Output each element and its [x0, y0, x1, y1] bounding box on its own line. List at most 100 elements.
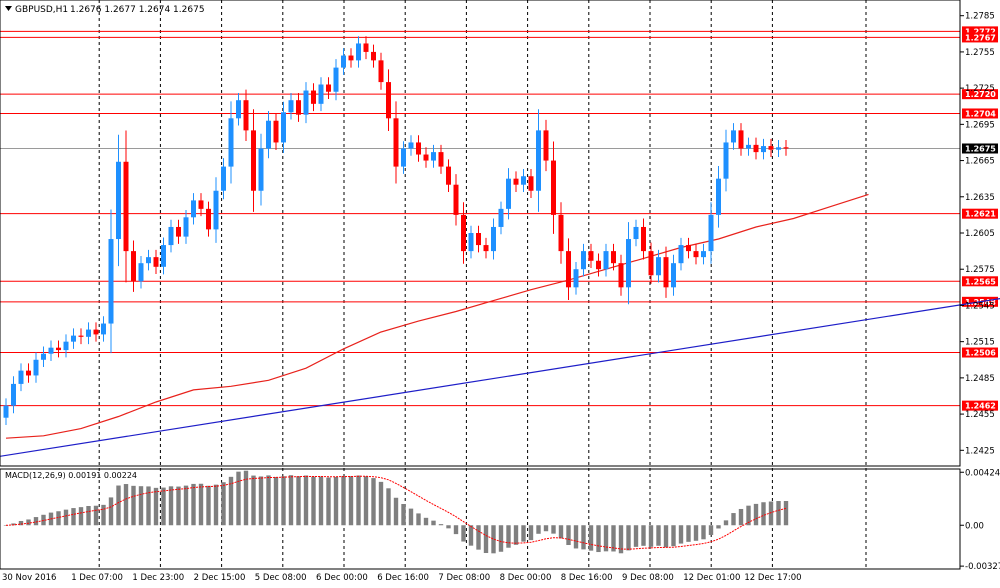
candle-body	[446, 166, 451, 185]
time-axis-label: 8 Dec 00:00	[500, 573, 552, 583]
candle-body	[296, 100, 301, 115]
macd-histogram-bar	[3, 525, 9, 526]
macd-histogram-bar	[633, 525, 639, 547]
price-axis-label: 1.2635	[965, 193, 995, 203]
macd-histogram-bar	[738, 508, 744, 526]
macd-histogram-bar	[491, 525, 496, 554]
candle-body	[648, 251, 654, 276]
candle-body	[18, 370, 24, 384]
candle-body	[288, 100, 294, 113]
candle-body	[438, 152, 444, 167]
macd-histogram-bar	[626, 525, 631, 551]
macd-histogram-bar	[768, 501, 774, 526]
chart-menu-triangle-icon[interactable]	[5, 6, 12, 11]
candle-body	[101, 323, 106, 335]
candle-body	[663, 257, 669, 288]
macd-histogram-bar	[588, 525, 594, 551]
macd-histogram-bar	[776, 501, 781, 526]
moving-average-line[interactable]	[5, 193, 869, 439]
candle-body	[678, 245, 684, 264]
macd-histogram-bar	[281, 476, 286, 526]
macd-axis-label: -0.00327	[965, 562, 1000, 572]
candle-body	[693, 251, 699, 258]
price-axis-label: 1.2515	[965, 338, 995, 348]
level-price-tag-label: 1.2720	[965, 90, 996, 99]
candle-body	[266, 120, 271, 149]
macd-histogram-bar	[656, 525, 661, 546]
candle-body	[251, 130, 256, 191]
candle-body	[491, 226, 496, 252]
candle-body	[671, 263, 676, 288]
trend-lines[interactable]	[0, 193, 1000, 457]
macd-histogram-bar	[33, 517, 39, 526]
candle-body	[558, 214, 564, 252]
candle-body	[416, 142, 421, 155]
candle-body	[311, 90, 316, 104]
macd-histogram-bar	[596, 525, 601, 553]
macd-histogram-bar	[183, 485, 189, 526]
macd-histogram-bar	[363, 476, 369, 526]
macd-histogram-bar	[303, 475, 309, 526]
macd-histogram-bar	[288, 475, 294, 526]
level-price-tag-label: 1.2565	[965, 277, 996, 286]
macd-histogram-bar	[333, 476, 339, 526]
price-axis-label: 1.2605	[965, 229, 995, 239]
macd-histogram-bar	[161, 487, 166, 526]
macd-histogram-bar	[258, 476, 264, 526]
candle-body	[603, 251, 609, 270]
candle-body	[738, 130, 744, 149]
candle-body	[453, 184, 459, 215]
candle-body	[581, 251, 586, 270]
candle-body	[221, 166, 226, 191]
chart-ohlc-readout: 1.2676 1.2677 1.2674 1.2675	[70, 5, 205, 15]
macd-histogram-bar	[663, 525, 669, 548]
candle-body	[566, 251, 571, 288]
macd-histogram-bar	[131, 485, 136, 526]
candle-body	[461, 214, 466, 252]
candle-body	[543, 130, 549, 161]
candle-body	[168, 226, 174, 246]
candle-body	[468, 233, 474, 252]
ascending-trend-line[interactable]	[0, 291, 1000, 457]
macd-histogram-bar	[446, 525, 451, 529]
macd-histogram-bar	[618, 525, 624, 554]
macd-histogram-bar	[566, 525, 571, 546]
macd-histogram-bar	[671, 525, 676, 547]
price-axis-label: 1.2455	[965, 410, 995, 420]
time-axis-label: 1 Dec 07:00	[71, 573, 123, 583]
price-axis-label: 1.2695	[965, 120, 995, 130]
macd-histogram-bar	[783, 501, 789, 526]
candle-body	[596, 260, 601, 270]
candle-body	[236, 100, 241, 119]
candle-body	[611, 251, 616, 264]
candle-body	[11, 383, 16, 406]
price-axis-label: 1.2665	[965, 157, 995, 167]
macd-histogram-bar	[236, 471, 241, 526]
macd-histogram-bar	[476, 525, 481, 550]
level-price-tag	[962, 400, 998, 411]
macd-histogram-bar	[723, 520, 729, 526]
macd-histogram-bar	[11, 523, 16, 526]
macd-histogram-bar	[26, 519, 31, 526]
macd-histogram-bar	[326, 477, 331, 526]
candle-body	[153, 257, 159, 267]
macd-histogram-bar	[641, 525, 646, 546]
axes: 30 Nov 2016 1 Dec 07:00 1 Dec 23:00 2 Dec 1…	[2, 12, 1000, 583]
chart-symbol-label: GBPUSD,H1	[15, 5, 68, 15]
price-axis-label: 1.2785	[965, 12, 995, 22]
candle-body	[768, 146, 774, 150]
candle-body	[206, 208, 211, 230]
candle-body	[483, 245, 489, 252]
macd-histogram-bar	[401, 503, 406, 526]
macd-histogram-bar	[378, 481, 384, 526]
level-price-tag-label: 1.2462	[965, 402, 996, 411]
candle-body	[191, 200, 196, 218]
macd-histogram-bar	[86, 506, 91, 526]
candle-body	[783, 147, 789, 149]
macd-histogram-bar	[228, 476, 234, 526]
level-price-tag-label: 1.2704	[965, 109, 996, 118]
candle-body	[536, 130, 541, 191]
candle-body	[3, 405, 9, 418]
level-price-tag	[962, 89, 998, 100]
